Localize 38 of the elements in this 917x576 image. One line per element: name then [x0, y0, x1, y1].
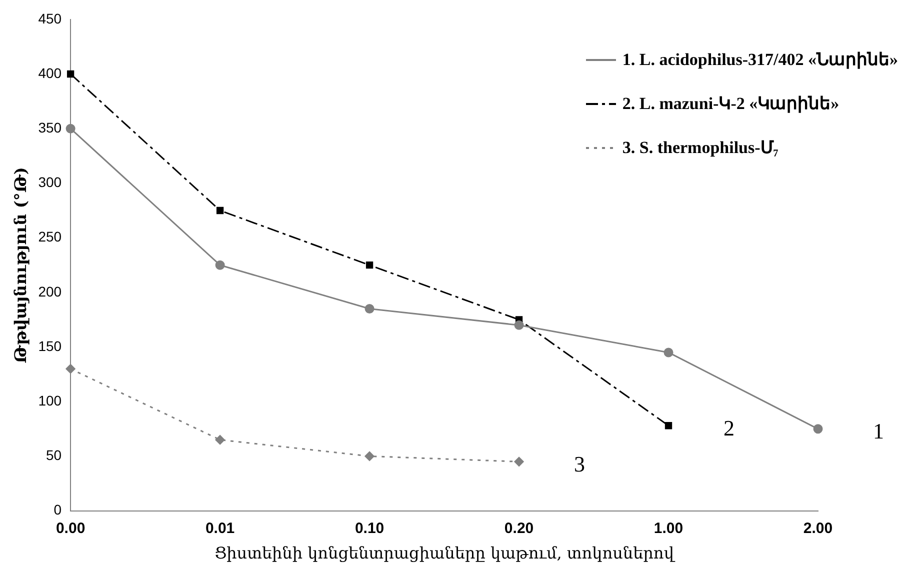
y-tick-label: 200 — [38, 283, 62, 300]
y-tick-label: 0 — [54, 502, 62, 518]
legend-label: 2. L. mazuni-Կ-2 «Կարինե» — [622, 93, 840, 115]
point — [66, 124, 76, 134]
point — [664, 422, 672, 430]
x-tick-label: 2.00 — [803, 520, 833, 537]
point — [215, 435, 225, 445]
annotation: 1 — [873, 418, 884, 444]
point — [364, 451, 374, 461]
x-tick-label: 0.20 — [504, 520, 534, 537]
point — [514, 456, 524, 466]
x-tick-label: 1.00 — [654, 520, 684, 537]
y-tick-label: 150 — [38, 338, 62, 354]
annotation: 2 — [724, 415, 735, 440]
x-axis-title: Ցիստեինի կոնցենտրացիաները կաթում, տոկոսներով — [214, 544, 676, 563]
point — [364, 304, 374, 314]
y-tick-label: 50 — [46, 447, 62, 464]
y-tick-label: 300 — [38, 174, 62, 190]
annotation: 3 — [574, 451, 586, 476]
legend-label: 3. S. thermophilus-Մ₇ — [622, 137, 778, 159]
y-tick-label: 350 — [38, 119, 62, 136]
point — [366, 262, 374, 269]
point — [216, 206, 224, 214]
point — [664, 348, 674, 358]
x-tick-label: 0.00 — [56, 520, 86, 537]
point — [66, 70, 74, 78]
point — [215, 260, 225, 270]
y-tick-label: 100 — [38, 392, 62, 408]
point — [813, 424, 823, 434]
y-axis-title: Թթվայնություն (°Թ) — [10, 167, 30, 364]
x-tick-label: 0.10 — [354, 520, 384, 537]
x-tick-label: 0.01 — [205, 520, 235, 537]
point — [66, 364, 76, 374]
y-tick-label: 450 — [38, 10, 62, 26]
y-tick-label: 250 — [38, 228, 62, 245]
point — [514, 320, 524, 330]
y-tick-label: 400 — [38, 64, 62, 81]
legend-label: 1. L. acidophilus-317/402 «Նարինե» — [622, 49, 898, 71]
